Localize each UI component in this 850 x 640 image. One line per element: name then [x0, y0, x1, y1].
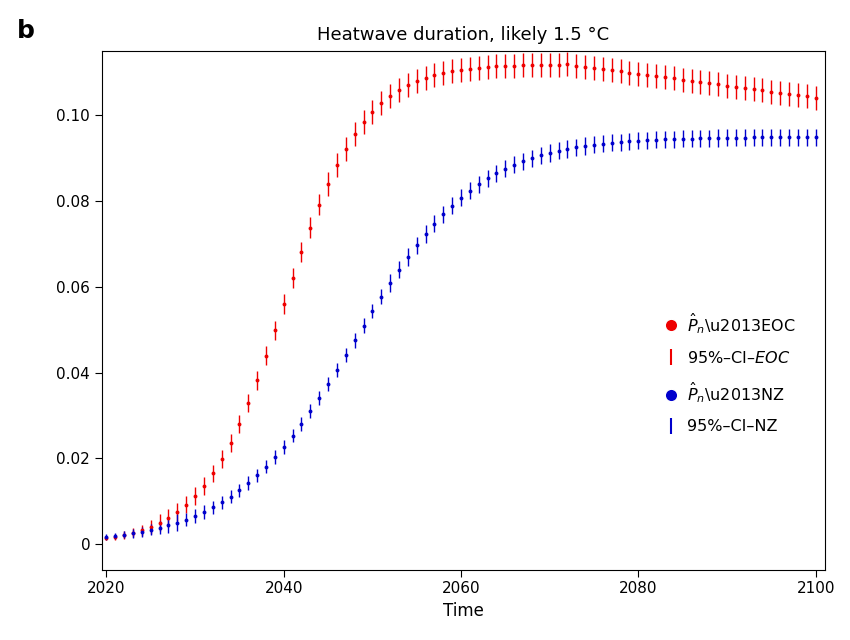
Title: Heatwave duration, likely 1.5 °C: Heatwave duration, likely 1.5 °C	[317, 26, 609, 44]
Text: b: b	[17, 19, 35, 44]
X-axis label: Time: Time	[443, 602, 484, 620]
Legend: $\hat{P}_n$\u2013EOC, 95%–CI–$EOC$, $\hat{P}_n$\u2013NZ, 95%–CI–NZ: $\hat{P}_n$\u2013EOC, 95%–CI–$EOC$, $\ha…	[658, 305, 802, 441]
